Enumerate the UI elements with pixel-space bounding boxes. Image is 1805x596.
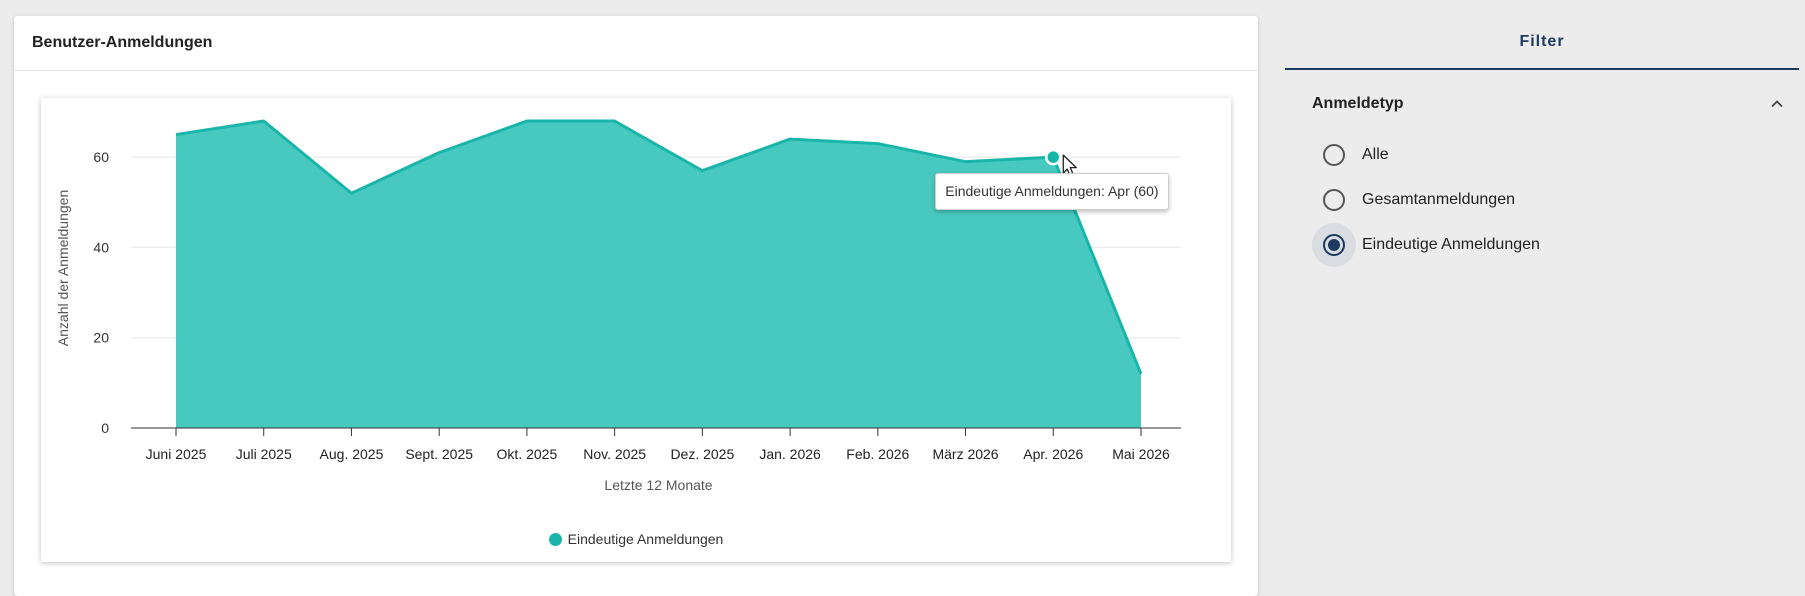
radio-button[interactable] (1323, 233, 1345, 256)
chart-legend: Eindeutige Anmeldungen (41, 531, 1231, 547)
x-tick-label: Feb. 2026 (846, 446, 909, 462)
user-logins-card: Benutzer-Anmeldungen 0 20 40 60 Juni 2025 Jul… (14, 16, 1258, 596)
x-tick-label: März 2026 (932, 446, 998, 462)
x-tick-label: Apr. 2026 (1023, 446, 1083, 462)
radio-label[interactable]: Eindeutige Anmeldungen (1362, 235, 1540, 253)
legend-marker-icon (548, 532, 562, 546)
radio-label[interactable]: Alle (1362, 145, 1389, 163)
x-tick-label: Mai 2026 (1112, 446, 1170, 462)
x-tick-label: Dez. 2025 (670, 446, 734, 462)
y-tick-label: 40 (93, 239, 109, 255)
y-tick-label: 60 (93, 149, 109, 165)
series-area (176, 121, 1141, 429)
radio-option-alle[interactable]: Alle (1312, 132, 1799, 177)
login-type-radio-group: Alle Gesamtanmeldungen Eindeutige Anmeld… (1285, 132, 1799, 267)
radio-wrapper[interactable] (1312, 178, 1356, 222)
x-tick-label: Nov. 2025 (583, 446, 646, 462)
y-axis-title: Anzahl der Anmeldungen (55, 190, 71, 346)
x-tick-label: Sept. 2025 (405, 446, 473, 462)
radio-button[interactable] (1323, 143, 1345, 166)
radio-wrapper[interactable] (1312, 222, 1356, 267)
series-line (175, 119, 1143, 375)
card-title: Benutzer-Anmeldungen (32, 34, 213, 51)
x-tick-label: Juni 2025 (146, 446, 207, 462)
chevron-up-icon[interactable] (1769, 96, 1785, 112)
radio-dot (1328, 238, 1340, 251)
y-tick-label: 20 (93, 330, 109, 346)
card-header: Benutzer-Anmeldungen (14, 16, 1258, 71)
radio-button[interactable] (1323, 188, 1345, 211)
radio-option-eindeutige-anmeldungen[interactable]: Eindeutige Anmeldungen (1312, 222, 1799, 267)
chart-container: 0 20 40 60 Juni 2025 Juli 2025 Aug. 2025 Sept. … (41, 98, 1231, 562)
section-title: Anmeldetyp (1312, 95, 1404, 112)
radio-option-gesamtanmeldungen[interactable]: Gesamtanmeldungen (1312, 177, 1799, 222)
tab-filter[interactable]: Filter (1285, 16, 1799, 70)
chart-tooltip: Eindeutige Anmeldungen: Apr (60) (935, 173, 1169, 211)
radio-wrapper[interactable] (1312, 133, 1356, 177)
legend-label[interactable]: Eindeutige Anmeldungen (567, 531, 724, 547)
x-tick-label: Jan. 2026 (759, 446, 821, 462)
filter-panel: Filter Anmeldetyp Alle Gesamtanmeldungen… (1285, 16, 1799, 576)
highlighted-data-point (1045, 148, 1062, 166)
area-chart: 0 20 40 60 Juni 2025 Juli 2025 Aug. 2025 Sept. … (55, 119, 1181, 493)
x-tick-label: Aug. 2025 (320, 446, 384, 462)
y-tick-label: 0 (101, 420, 109, 436)
radio-label[interactable]: Gesamtanmeldungen (1362, 190, 1515, 208)
x-axis-title: Letzte 12 Monate (604, 477, 712, 493)
login-type-section-header[interactable]: Anmeldetyp (1285, 76, 1799, 132)
x-tick-label: Okt. 2025 (497, 446, 558, 462)
x-tick-label: Juli 2025 (236, 446, 292, 462)
